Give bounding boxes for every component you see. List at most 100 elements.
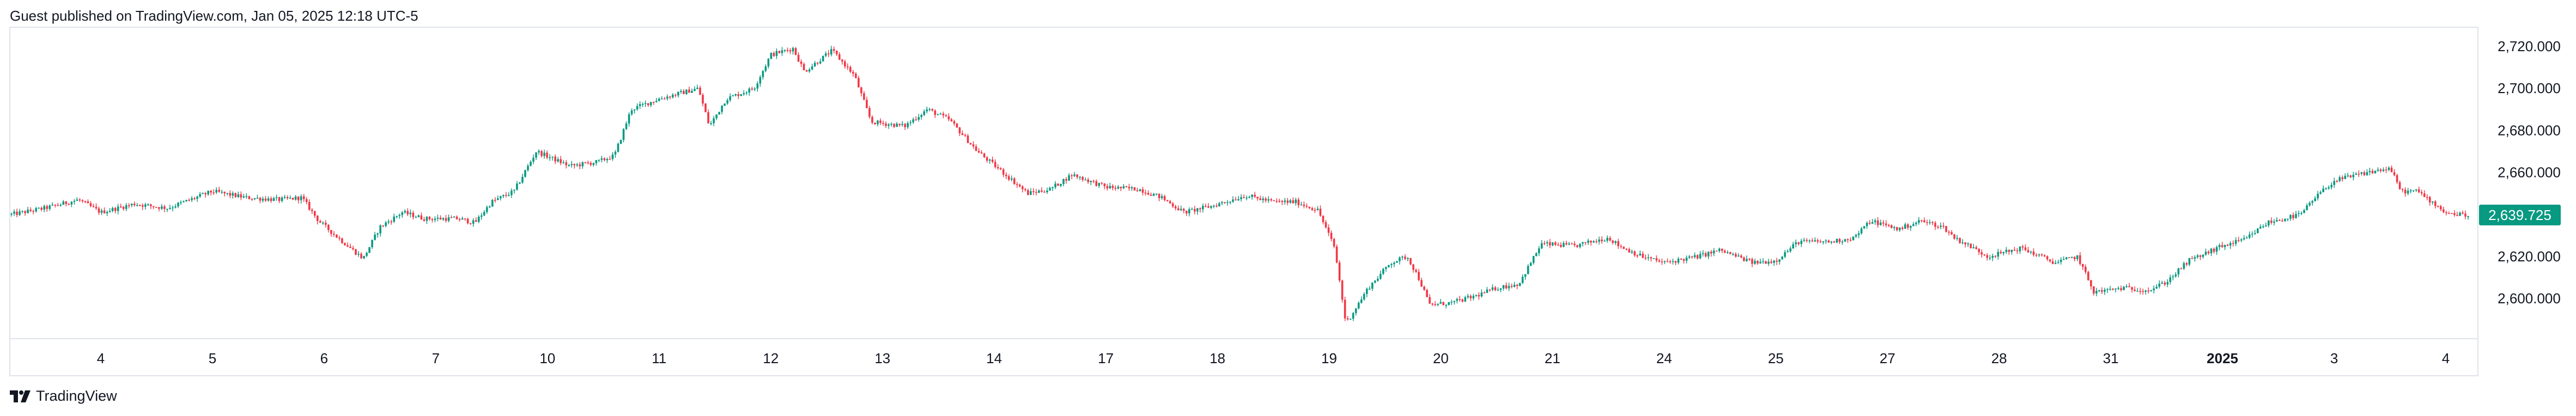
candle-body <box>977 151 980 152</box>
candle-body <box>494 200 496 201</box>
candle-body <box>781 50 783 53</box>
footer-branding[interactable]: TradingView <box>10 388 117 405</box>
candle-body <box>1442 302 1444 305</box>
candle-body <box>1620 246 1622 247</box>
candle-body <box>133 204 136 206</box>
candle-body <box>1803 240 1806 241</box>
candle-body <box>1327 227 1330 233</box>
candle-body <box>2213 248 2215 252</box>
candle-body <box>308 202 311 210</box>
candle-body <box>166 209 168 210</box>
candle-body <box>1388 265 1390 267</box>
candle-body <box>1590 240 1592 243</box>
candle-body <box>934 111 937 115</box>
candle-body <box>991 160 994 162</box>
candle-body <box>1344 299 1346 319</box>
candle-body <box>1243 197 1245 198</box>
candle-body <box>707 112 709 124</box>
candle-body <box>436 217 439 219</box>
candle-body <box>740 94 742 96</box>
candle-body <box>2229 243 2232 246</box>
candle-body <box>937 114 939 115</box>
candle-body <box>1836 238 1838 243</box>
candle-body <box>1180 209 1182 211</box>
candle-body <box>1246 197 1248 199</box>
candle-body <box>1207 206 1210 208</box>
candle-body <box>967 136 969 143</box>
candle-body <box>2115 288 2117 290</box>
candle-body <box>614 151 617 155</box>
candle-body <box>1158 193 1161 198</box>
candle-body <box>2221 245 2223 247</box>
candle-body <box>1497 290 1499 291</box>
candle-body <box>778 51 781 53</box>
candle-body <box>1674 261 1677 263</box>
candle-body <box>1795 242 1797 244</box>
time-tick-label: 27 <box>1880 350 1895 366</box>
candle-body <box>1237 199 1240 200</box>
candle-body <box>636 106 639 109</box>
candle-body <box>1065 179 1067 181</box>
candle-body <box>1593 241 1595 243</box>
candle-body <box>2120 288 2122 290</box>
candle-body <box>363 255 365 259</box>
candle-body <box>1117 186 1120 189</box>
candle-body <box>595 160 598 163</box>
candle-body <box>172 207 174 209</box>
price-tick-label: 2,700.000 <box>2498 80 2561 96</box>
candle-body <box>1967 243 1969 244</box>
candle-body <box>1986 255 1989 258</box>
candle-body <box>2322 188 2324 192</box>
candle-body <box>1128 187 1131 188</box>
candle-body <box>2409 190 2412 192</box>
candle-body <box>1510 286 1513 287</box>
candle-body <box>756 83 759 89</box>
candle-body <box>466 218 469 224</box>
candle-body <box>2027 250 2030 253</box>
candles-group <box>10 46 2469 321</box>
candle-body <box>106 212 108 213</box>
candle-body <box>871 117 873 123</box>
candlestick-chart[interactable]: 2,600.0002,620.0002,640.0002,660.0002,68… <box>0 0 2576 381</box>
candle-body <box>1857 233 1860 235</box>
candle-body <box>169 207 171 209</box>
candle-body <box>1109 186 1111 188</box>
candle-body <box>2253 233 2256 234</box>
candle-body <box>882 123 884 124</box>
candle-body <box>2317 193 2319 199</box>
candle-body <box>800 62 803 64</box>
candle-body <box>412 212 415 217</box>
candle-body <box>267 198 270 201</box>
candle-body <box>464 218 466 219</box>
candle-body <box>2459 212 2461 216</box>
candle-body <box>1278 200 1281 202</box>
candle-body <box>1267 199 1269 201</box>
candle-body <box>2174 274 2177 277</box>
candle-body <box>1423 286 1425 290</box>
candle-body <box>68 204 70 205</box>
candle-body <box>2158 283 2161 287</box>
candle-body <box>259 198 262 201</box>
candle-body <box>1205 206 1207 207</box>
candle-body <box>2131 287 2133 290</box>
candle-body <box>1910 226 1912 228</box>
candle-body <box>2008 249 2010 252</box>
candle-body <box>32 211 34 212</box>
candle-body <box>1912 224 1915 227</box>
candle-body <box>248 196 251 199</box>
candle-body <box>1650 257 1652 259</box>
candle-body <box>1305 206 1308 207</box>
time-tick-label: 7 <box>432 350 440 366</box>
candle-body <box>2428 197 2431 203</box>
candle-body <box>1262 198 1264 200</box>
candle-body <box>972 144 975 146</box>
candle-body <box>2207 252 2210 254</box>
candle-body <box>10 213 13 215</box>
candle-body <box>2191 258 2194 259</box>
candle-body <box>281 197 283 201</box>
candle-body <box>2338 177 2341 181</box>
candle-body <box>641 103 644 105</box>
candle-body <box>691 90 693 93</box>
candle-body <box>1169 201 1171 204</box>
candle-body <box>1915 223 1917 224</box>
